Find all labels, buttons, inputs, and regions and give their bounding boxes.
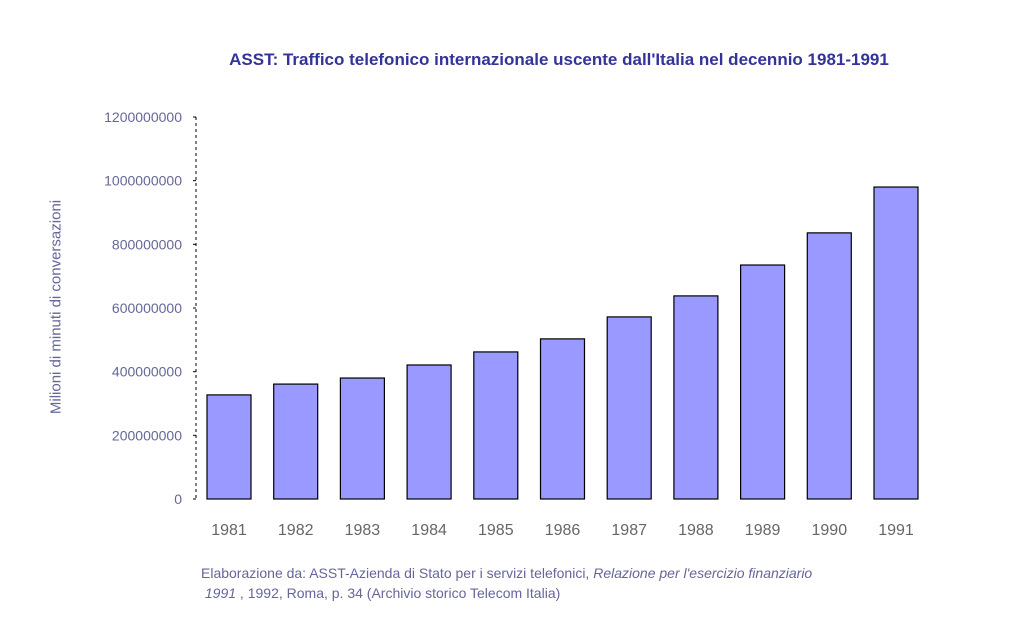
- bar-1982: [273, 383, 319, 500]
- x-tick-label: 1986: [545, 522, 581, 539]
- x-tick-label: 1991: [878, 522, 914, 539]
- y-tick-label: 200000000: [112, 427, 182, 443]
- bar-1991: [873, 186, 919, 500]
- bar-1981: [206, 394, 252, 500]
- bar-1985: [473, 351, 519, 500]
- bar-1987: [606, 316, 652, 500]
- y-tick-label: 0: [174, 491, 182, 507]
- bar-1990: [806, 232, 852, 500]
- y-tick-label: 1000000000: [104, 173, 182, 189]
- x-tick-label: 1981: [211, 522, 247, 539]
- source-prefix: Elaborazione da: ASST-Azienda di Stato p…: [201, 565, 594, 581]
- bar-1989: [739, 264, 786, 500]
- y-tick-label: 1200000000: [104, 109, 182, 125]
- x-tick-label: 1982: [278, 522, 314, 539]
- bar-1986: [539, 338, 586, 500]
- bar-1984: [406, 364, 452, 500]
- source-title: Relazione per l'esercizio finanziario: [593, 565, 813, 581]
- x-tick-label: 1984: [411, 522, 447, 539]
- x-tick-label: 1988: [678, 522, 714, 539]
- chart-title: ASST: Traffico telefonico internazionale…: [229, 50, 889, 69]
- x-tick-label: 1985: [478, 522, 514, 539]
- bar-1988: [673, 295, 719, 500]
- source-note: Elaborazione da: ASST-Azienda di Stato p…: [201, 563, 921, 603]
- source-suffix: , 1992, Roma, p. 34 (Archivio storico Te…: [236, 585, 561, 601]
- y-tick-label: 800000000: [112, 236, 182, 252]
- y-tick-label: 400000000: [112, 364, 182, 380]
- x-tick-label: 1987: [611, 522, 647, 539]
- bar-1983: [339, 377, 385, 500]
- x-tick-label: 1990: [812, 522, 848, 539]
- x-tick-label: 1989: [745, 522, 781, 539]
- x-tick-label: 1983: [345, 522, 381, 539]
- source-title-year: 1991: [204, 585, 237, 601]
- y-tick-label: 600000000: [112, 300, 182, 316]
